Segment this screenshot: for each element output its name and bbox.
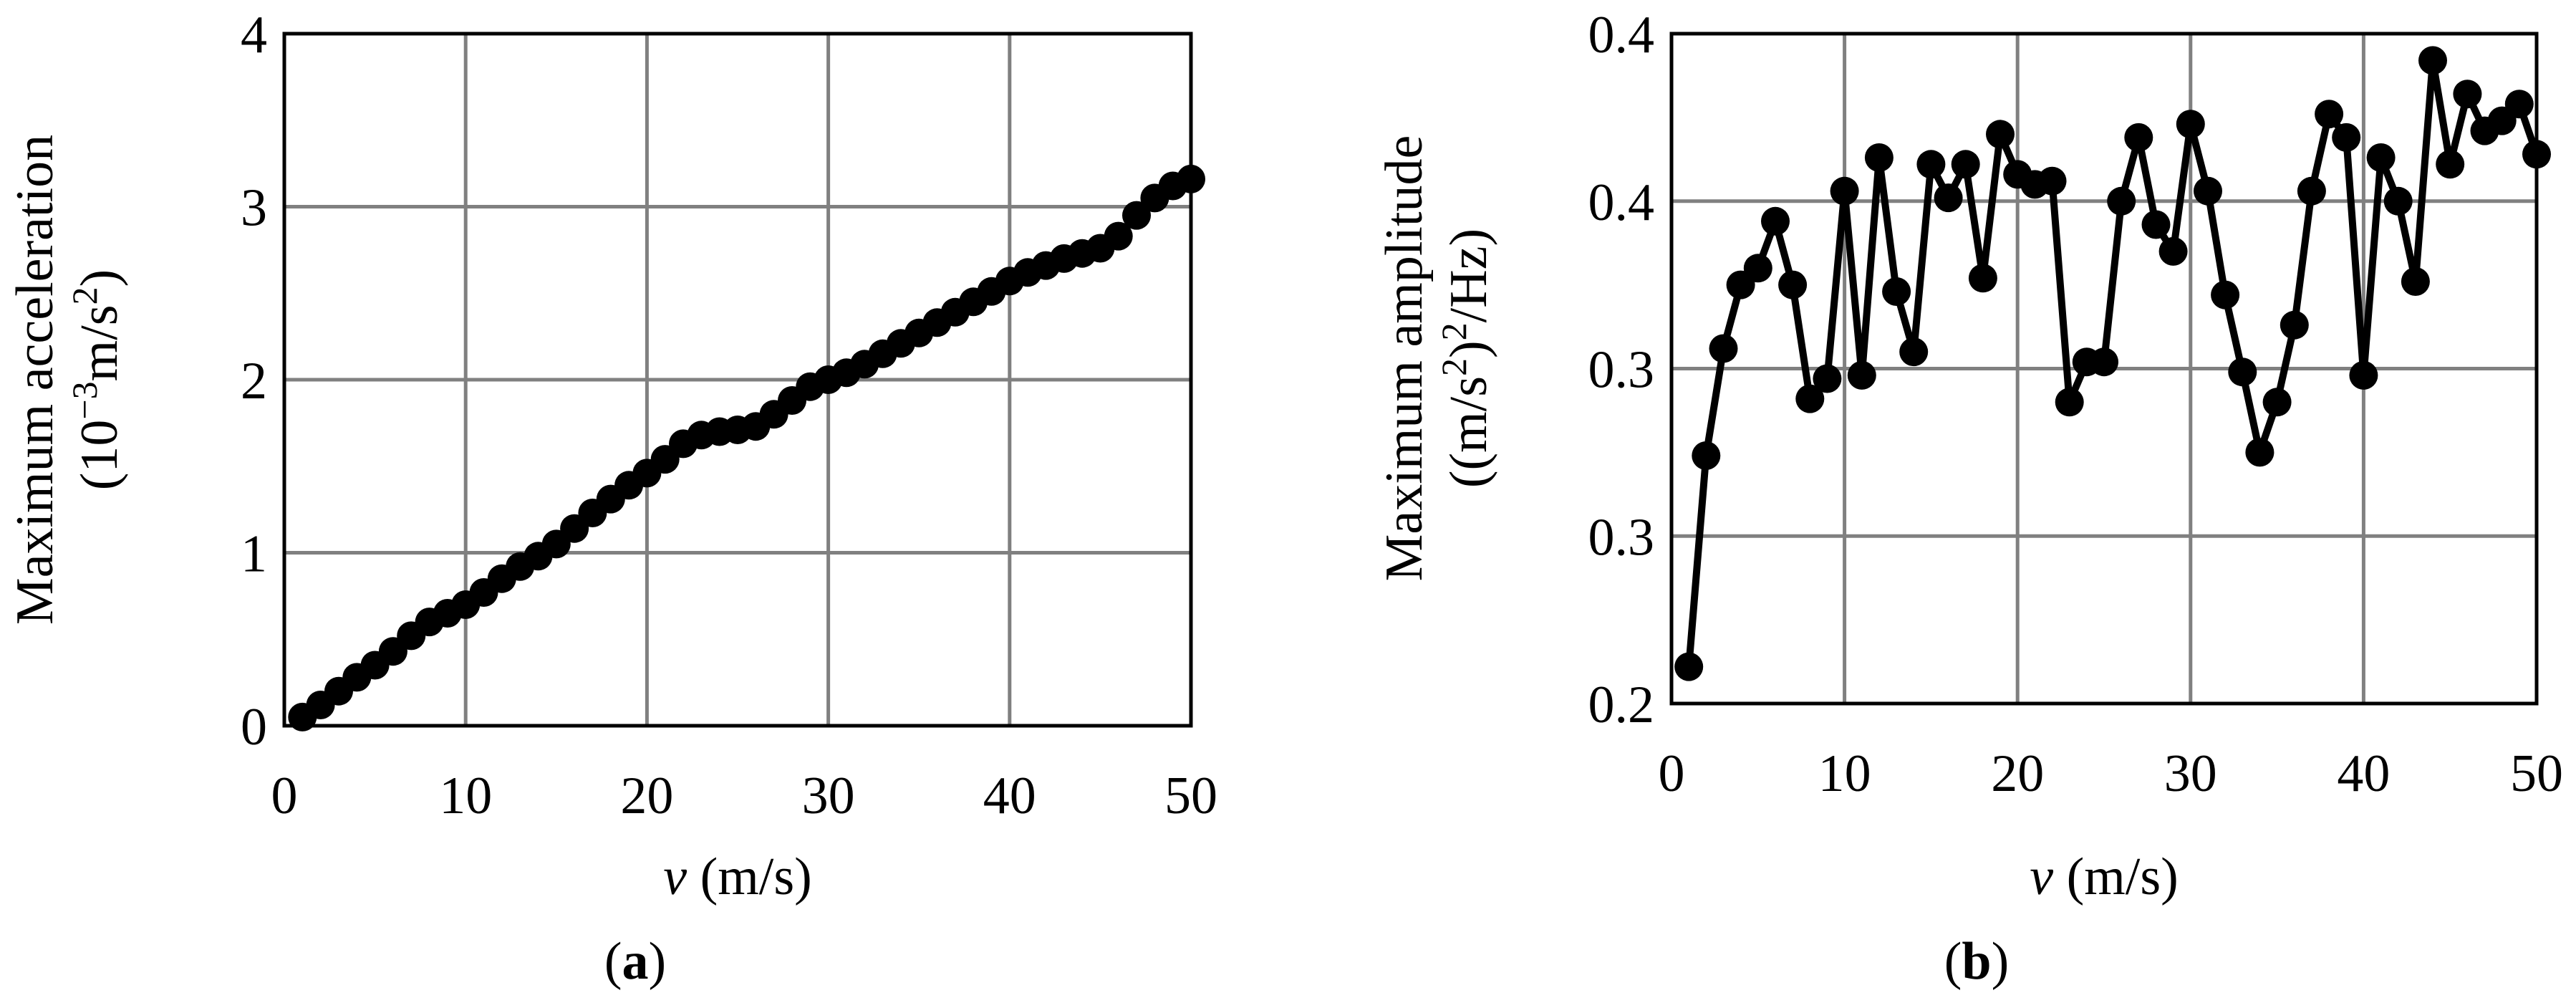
panel-b-chart: 0.2 0.3 0.3 0.4 0.4 0 10 20 30 40 50 Maximum ampl…: [1375, 6, 2563, 991]
panel-a-x-axis-title: v (m/s): [663, 848, 812, 906]
y-tick-label: 0.3: [1588, 341, 1655, 400]
data-point: [1104, 221, 1133, 251]
panel-b-y-axis-title: Maximum amplitude ((m/s2)2/Hz): [1375, 135, 1498, 582]
data-point: [2245, 438, 2274, 467]
data-point: [2280, 310, 2309, 340]
data-point: [2383, 186, 2413, 216]
data-point: [1692, 441, 1721, 470]
panel-a-y-tick-labels: 0 1 2 3 4: [241, 6, 267, 757]
y-tick-label: 0.2: [1588, 676, 1655, 734]
data-point: [2055, 388, 2084, 417]
y-tick-label: 2: [241, 352, 267, 411]
panel-b-y-axis-title-line2: ((m/s2)2/Hz): [1434, 229, 1498, 488]
panel-a-y-axis-title-line1: Maximum acceleration: [6, 135, 64, 625]
y-tick-label: 0.4: [1588, 6, 1655, 64]
data-point: [2366, 143, 2396, 172]
data-point: [2176, 110, 2205, 139]
y-tick-label: 0.4: [1588, 173, 1655, 232]
data-point: [2436, 150, 2465, 179]
panel-a-x-tick-labels: 0 10 20 30 40 50: [271, 767, 1218, 825]
data-point: [1743, 254, 1772, 283]
x-tick-label: 40: [983, 767, 1036, 825]
x-tick-label: 10: [1818, 744, 1871, 803]
panel-b-plot-frame: [1669, 32, 2539, 706]
data-point: [1778, 270, 1808, 299]
x-tick-label: 40: [2337, 744, 2390, 803]
data-point: [1934, 183, 1963, 213]
data-point: [1986, 120, 2015, 149]
x-tick-label: 30: [802, 767, 855, 825]
data-point: [2504, 90, 2534, 119]
y-tick-label: 3: [241, 179, 267, 238]
data-point: [2158, 236, 2188, 266]
data-point: [1813, 364, 1842, 393]
panel-b-y-tick-labels: 0.2 0.3 0.3 0.4 0.4: [1588, 6, 1655, 734]
panel-a-chart: 0 1 2 3 4 0 10 20 30 40 50 Maximum acceleration (…: [6, 6, 1217, 991]
x-tick-label: 20: [1991, 744, 2044, 803]
data-point: [1847, 360, 1876, 390]
data-point: [1709, 334, 1738, 363]
panel-a-series-points: [288, 164, 1205, 731]
y-tick-label: 4: [241, 6, 267, 64]
panel-b-x-tick-labels: 0 10 20 30 40 50: [1659, 744, 2564, 803]
data-point: [1968, 264, 1997, 293]
panel-a-y-axis-title-line2: (10−3m/s2): [64, 269, 129, 490]
x-tick-label: 30: [2164, 744, 2217, 803]
data-point: [1916, 150, 1946, 179]
y-tick-label: 0: [241, 698, 267, 757]
data-point: [1899, 337, 1929, 367]
panel-b-y-axis-title-line1: Maximum amplitude: [1375, 135, 1434, 582]
data-point: [2037, 166, 2067, 196]
x-tick-label: 10: [439, 767, 492, 825]
data-point: [1864, 143, 1894, 172]
data-point: [2297, 176, 2326, 206]
x-tick-label: 20: [620, 767, 673, 825]
data-point: [1674, 652, 1704, 681]
data-point: [1882, 277, 1911, 306]
data-point: [2228, 357, 2257, 387]
y-tick-label: 1: [241, 525, 267, 584]
data-point: [2401, 267, 2430, 296]
panel-a-label: (a): [604, 932, 666, 991]
data-point: [1795, 384, 1825, 413]
x-tick-label: 0: [1659, 744, 1685, 803]
x-tick-label: 0: [271, 767, 298, 825]
data-point: [1122, 201, 1151, 230]
data-point: [2522, 140, 2551, 169]
panel-b-label: (b): [1944, 932, 2009, 991]
x-tick-label: 50: [2510, 744, 2563, 803]
y-tick-label: 0.3: [1588, 508, 1655, 567]
data-point: [2107, 186, 2136, 216]
data-point: [2194, 176, 2222, 206]
data-point: [1761, 206, 1790, 236]
data-point: [2211, 280, 2240, 309]
data-point: [1177, 164, 1205, 193]
panel-a-plot-frame: [282, 32, 1193, 728]
data-point: [2349, 360, 2378, 390]
data-point: [2332, 123, 2361, 152]
data-point: [2418, 46, 2447, 75]
data-point: [2262, 388, 2292, 417]
panel-a-y-axis-title: Maximum acceleration (10−3m/s2): [6, 135, 129, 625]
data-point: [1951, 150, 1980, 179]
panel-b-series-points: [1674, 46, 2551, 681]
data-point: [2315, 100, 2344, 129]
data-point: [1830, 176, 1859, 206]
data-point: [2453, 80, 2482, 109]
panel-a-grid: [284, 34, 1191, 726]
data-point: [2124, 123, 2153, 152]
x-tick-label: 50: [1164, 767, 1217, 825]
data-point: [2090, 347, 2118, 377]
panel-b-x-axis-title: v (m/s): [2030, 848, 2179, 906]
data-point: [2141, 210, 2171, 239]
